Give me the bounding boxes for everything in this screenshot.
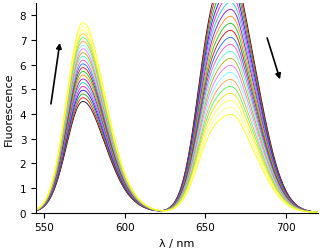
X-axis label: λ / nm: λ / nm xyxy=(159,238,194,248)
Y-axis label: Fluorescence: Fluorescence xyxy=(4,72,14,145)
